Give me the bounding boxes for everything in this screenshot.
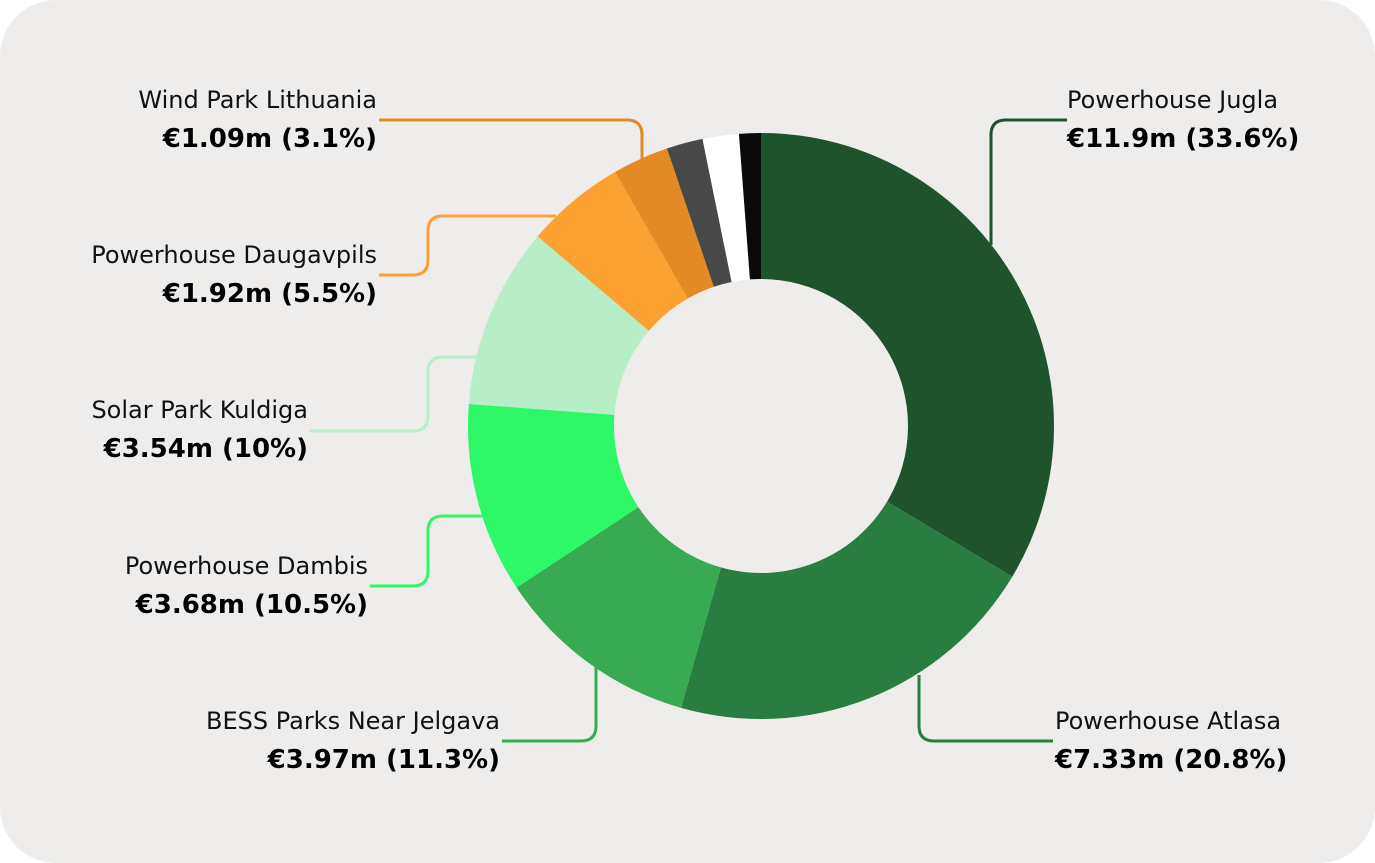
donut-slice-8	[702, 133, 750, 282]
leader-line-6	[379, 118, 644, 165]
label-group-3: Powerhouse Dambis €3.68m (10.5%)	[125, 552, 368, 620]
label-group-2: BESS Parks Near Jelgava €3.97m (11.3%)	[206, 707, 500, 775]
slice-value-4: €3.54m (10%)	[103, 434, 308, 464]
label-group-6: Wind Park Lithuania €1.09m (3.1%)	[138, 86, 377, 154]
slice-label-0: Powerhouse Jugla	[1067, 86, 1278, 114]
slice-label-2: BESS Parks Near Jelgava	[206, 707, 500, 735]
slice-label-6: Wind Park Lithuania	[138, 86, 377, 114]
donut-slice-6	[615, 148, 714, 299]
slice-value-3: €3.68m (10.5%)	[135, 590, 368, 620]
donut-slice-3	[467, 403, 639, 588]
label-group-1: Powerhouse Atlasa €7.33m (20.8%)	[1054, 707, 1287, 775]
donut-slice-4	[468, 236, 649, 415]
leader-line-3	[370, 514, 485, 588]
label-group-5: Powerhouse Daugavpils €1.92m (5.5%)	[91, 241, 377, 309]
slice-value-1: €7.33m (20.8%)	[1054, 745, 1287, 775]
donut-slice-0	[761, 133, 1054, 577]
slice-label-5: Powerhouse Daugavpils	[91, 241, 377, 269]
donut-slices	[467, 133, 1054, 719]
slice-value-6: €1.09m (3.1%)	[162, 124, 377, 154]
label-group-0: Powerhouse Jugla €11.9m (33.6%)	[1066, 86, 1299, 154]
leader-line-5	[379, 214, 556, 277]
donut-slice-7	[666, 138, 732, 287]
donut-slice-2	[516, 507, 721, 708]
leader-line-4	[310, 355, 478, 433]
leader-line-0	[989, 118, 1067, 245]
slice-value-5: €1.92m (5.5%)	[162, 279, 377, 309]
donut-slice-1	[681, 501, 1013, 719]
leader-line-1	[917, 675, 1053, 743]
slice-value-2: €3.97m (11.3%)	[267, 745, 500, 775]
slice-value-0: €11.9m (33.6%)	[1066, 124, 1299, 154]
donut-slice-9	[738, 133, 761, 280]
leader-lines	[310, 118, 1067, 743]
label-group-4: Solar Park Kuldiga €3.54m (10%)	[91, 396, 308, 464]
donut-slice-5	[537, 171, 688, 331]
slice-label-4: Solar Park Kuldiga	[91, 396, 308, 424]
leader-line-2	[502, 665, 598, 743]
slice-label-1: Powerhouse Atlasa	[1055, 707, 1281, 735]
slice-label-3: Powerhouse Dambis	[125, 552, 368, 580]
